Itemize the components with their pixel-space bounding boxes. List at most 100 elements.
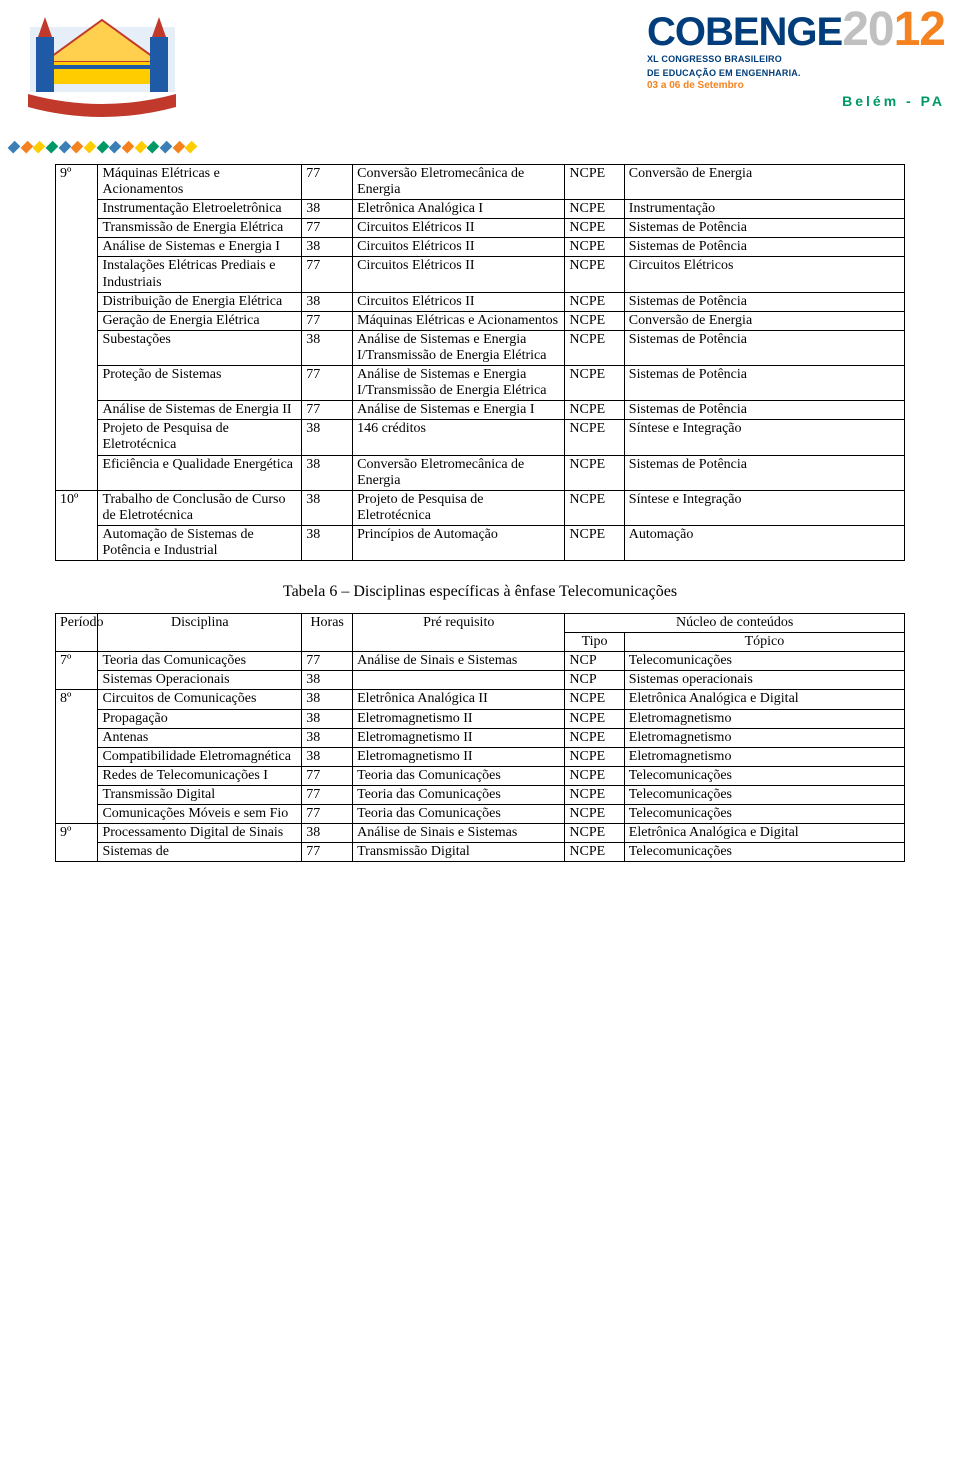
table-row: Compatibilidade Eletromagnética38Eletrom… <box>56 747 905 766</box>
congress-line2: DE EDUCAÇÃO EM ENGENHARIA. <box>647 68 945 78</box>
table-row: Proteção de Sistemas77Análise de Sistema… <box>56 366 905 401</box>
cell-top: Sistemas de Potência <box>624 330 904 365</box>
cell-pre: Eletrônica Analógica I <box>353 200 565 219</box>
cell-top: Sistemas de Potência <box>624 401 904 420</box>
cell-disc: Circuitos de Comunicações <box>98 690 302 709</box>
cell-tipo: NCPE <box>565 238 624 257</box>
cell-tipo: NCPE <box>565 401 624 420</box>
cell-top: Sistemas operacionais <box>624 671 904 690</box>
cell-tipo: NCPE <box>565 200 624 219</box>
cell-tipo: NCPE <box>565 690 624 709</box>
cell-pre: Conversão Eletromecânica de Energia <box>353 165 565 200</box>
cell-disc: Transmissão Digital <box>98 785 302 804</box>
cell-hr: 77 <box>302 805 353 824</box>
cell-tipo: NCPE <box>565 455 624 490</box>
cell-disc: Análise de Sistemas de Energia II <box>98 401 302 420</box>
logo-ribbon <box>28 94 176 117</box>
cell-pre: Circuitos Elétricos II <box>353 292 565 311</box>
cell-tipo: NCPE <box>565 257 624 292</box>
cell-top: Sistemas de Potência <box>624 366 904 401</box>
cell-hr: 38 <box>302 490 353 525</box>
cell-disc: Automação de Sistemas de Potência e Indu… <box>98 525 302 560</box>
cell-hr: 38 <box>302 420 353 455</box>
table5: 9ºMáquinas Elétricas e Acionamentos77Con… <box>55 164 905 561</box>
cell-pre: Máquinas Elétricas e Acionamentos <box>353 311 565 330</box>
cell-hr: 38 <box>302 671 353 690</box>
cell-hr: 38 <box>302 200 353 219</box>
table-row: Análise de Sistemas e Energia I38Circuit… <box>56 238 905 257</box>
cell-top: Automação <box>624 525 904 560</box>
cell-hr: 77 <box>302 219 353 238</box>
diamond-icon <box>160 141 172 153</box>
cell-disc: Propagação <box>98 709 302 728</box>
cell-pre: Conversão Eletromecânica de Energia <box>353 455 565 490</box>
brand-title: COBENGE 2012 <box>647 8 945 51</box>
cell-pre: Projeto de Pesquisa de Eletrotécnica <box>353 490 565 525</box>
table-row: 7ºTeoria das Comunicações77Análise de Si… <box>56 652 905 671</box>
cell-top: Telecomunicações <box>624 785 904 804</box>
cell-periodo: 9º <box>56 824 98 862</box>
table-row: Sistemas de77Transmissão DigitalNCPETele… <box>56 843 905 862</box>
cell-tipo: NCPE <box>565 165 624 200</box>
table-row: Redes de Telecomunicações I77Teoria das … <box>56 766 905 785</box>
cell-pre: Análise de Sinais e Sistemas <box>353 824 565 843</box>
diamond-icon <box>185 141 197 153</box>
cell-disc: Comunicações Móveis e sem Fio <box>98 805 302 824</box>
cell-top: Conversão de Energia <box>624 165 904 200</box>
cell-disc: Teoria das Comunicações <box>98 652 302 671</box>
cell-pre: Análise de Sinais e Sistemas <box>353 652 565 671</box>
cell-disc: Sistemas de <box>98 843 302 862</box>
cell-tipo: NCPE <box>565 824 624 843</box>
cell-top: Sistemas de Potência <box>624 455 904 490</box>
cell-top: Eletrônica Analógica e Digital <box>624 690 904 709</box>
cell-hr: 38 <box>302 728 353 747</box>
logo-right: COBENGE 2012 XL CONGRESSO BRASILEIRO DE … <box>647 8 945 109</box>
th-pre: Pré requisito <box>353 614 565 652</box>
cell-tipo: NCPE <box>565 366 624 401</box>
cell-disc: Proteção de Sistemas <box>98 366 302 401</box>
cell-disc: Máquinas Elétricas e Acionamentos <box>98 165 302 200</box>
diamond-icon <box>71 141 83 153</box>
logo-stripe <box>50 65 154 69</box>
cell-top: Telecomunicações <box>624 652 904 671</box>
cell-hr: 77 <box>302 766 353 785</box>
cell-hr: 77 <box>302 311 353 330</box>
cell-hr: 38 <box>302 824 353 843</box>
diamond-icon <box>147 141 159 153</box>
diamond-icon <box>96 141 108 153</box>
cell-top: Conversão de Energia <box>624 311 904 330</box>
cell-disc: Análise de Sistemas e Energia I <box>98 238 302 257</box>
cell-tipo: NCPE <box>565 785 624 804</box>
table-row: Subestações38Análise de Sistemas e Energ… <box>56 330 905 365</box>
cell-periodo: 7º <box>56 652 98 690</box>
table-row: Instalações Elétricas Prediais e Industr… <box>56 257 905 292</box>
diamond-icon <box>122 141 134 153</box>
cell-hr: 38 <box>302 747 353 766</box>
cell-tipo: NCPE <box>565 219 624 238</box>
logo-tower-right <box>150 37 168 92</box>
th-horas: Horas <box>302 614 353 652</box>
th-disciplina: Disciplina <box>98 614 302 652</box>
cell-tipo: NCPE <box>565 747 624 766</box>
cell-periodo: 10º <box>56 490 98 560</box>
table-row: Transmissão de Energia Elétrica77Circuit… <box>56 219 905 238</box>
cell-pre: Teoria das Comunicações <box>353 785 565 804</box>
cell-top: Telecomunicações <box>624 805 904 824</box>
diamond-icon <box>20 141 32 153</box>
cell-hr: 38 <box>302 709 353 728</box>
cell-pre: Teoria das Comunicações <box>353 805 565 824</box>
table6-caption: Tabela 6 – Disciplinas específicas à ênf… <box>55 583 905 601</box>
cell-hr: 77 <box>302 401 353 420</box>
cell-disc: Instrumentação Eletroeletrônica <box>98 200 302 219</box>
table6-head-row1: Período Disciplina Horas Pré requisito N… <box>56 614 905 633</box>
cell-pre: Eletromagnetismo II <box>353 747 565 766</box>
table-row: Análise de Sistemas de Energia II77Análi… <box>56 401 905 420</box>
table-row: Sistemas Operacionais38NCPSistemas opera… <box>56 671 905 690</box>
brand-year: 2012 <box>842 8 945 51</box>
cell-pre: Análise de Sistemas e Energia I/Transmis… <box>353 330 565 365</box>
table-row: Transmissão Digital77Teoria das Comunica… <box>56 785 905 804</box>
table6: Período Disciplina Horas Pré requisito N… <box>55 613 905 862</box>
table-row: Propagação38Eletromagnetismo IINCPEEletr… <box>56 709 905 728</box>
table-row: Geração de Energia Elétrica77Máquinas El… <box>56 311 905 330</box>
cell-hr: 38 <box>302 455 353 490</box>
